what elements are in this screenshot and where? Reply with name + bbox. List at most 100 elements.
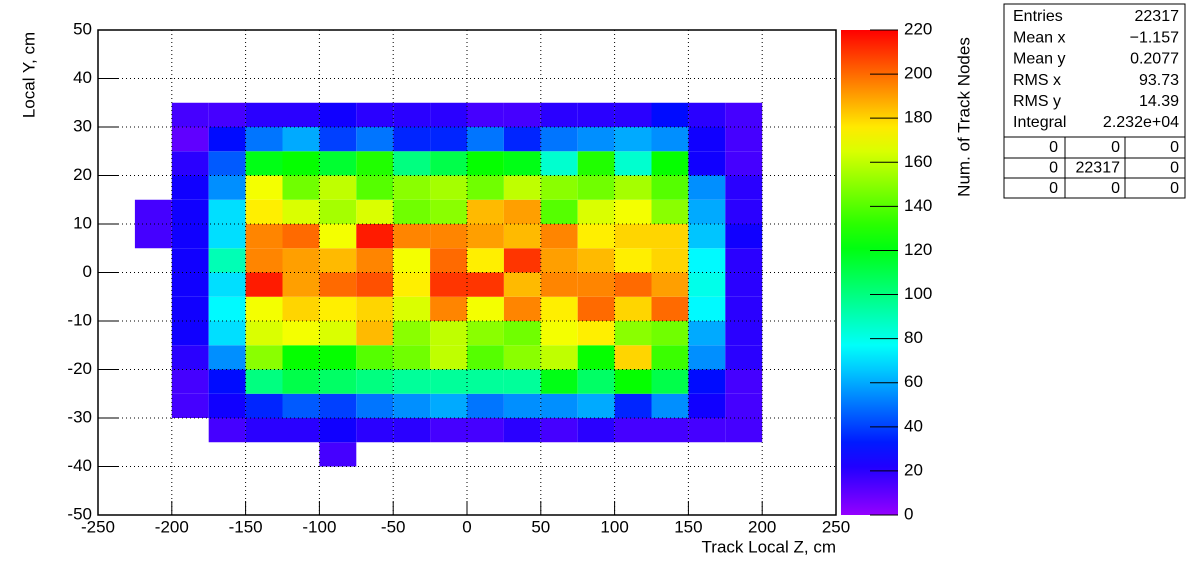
heat-cell [245,199,283,224]
heat-cell [393,321,431,346]
z-tick-label: 160 [904,152,932,171]
heat-cell [356,248,394,273]
heat-cell [651,175,689,200]
heat-cell [614,345,652,370]
heat-cell [208,199,246,224]
heat-cell [725,224,763,249]
heat-cell [282,127,320,152]
heat-cell [245,418,283,443]
heat-cell [614,151,652,176]
x-tick-label: -250 [81,517,115,536]
heat-cell [503,321,541,346]
heat-cell [651,272,689,297]
heat-cell [540,151,578,176]
heat-cell [688,224,726,249]
heat-cell [319,199,357,224]
heat-cell [208,102,246,127]
heat-cell [651,102,689,127]
heat-cell [430,418,467,443]
z-tick-label: 60 [904,372,923,391]
heat-cell [171,248,209,273]
x-tick-label: 50 [531,517,550,536]
heat-cell [282,248,320,273]
heat-cell [282,151,320,176]
heat-cell [393,248,431,273]
heat-cell [725,175,763,200]
heat-cell [467,272,504,297]
stats-label: Mean x [1013,29,1065,46]
heat-cell [540,224,578,249]
overflow-cell: 0 [1170,139,1179,156]
heat-cell [245,175,283,200]
heat-cell [245,272,283,297]
heat-cell [282,175,320,200]
y-tick-label: 10 [73,213,92,232]
heat-cell [503,224,541,249]
stats-label: RMS x [1013,72,1061,89]
heat-cell [171,127,209,152]
y-tick-label: -20 [67,359,92,378]
overflow-cell: 0 [1111,139,1120,156]
heat-cell [540,418,578,443]
overflow-cell: 0 [1049,180,1058,197]
z-tick-label: 200 [904,64,932,83]
z-tick-label: 180 [904,108,932,127]
heat-cell [577,321,615,346]
heat-cell [171,224,209,249]
x-tick-label: 150 [674,517,702,536]
stats-box [1003,3,1186,199]
x-tick-label: 0 [462,517,471,536]
heat-cell [467,248,504,273]
stats-value: 93.73 [1139,72,1179,89]
heat-cell [393,199,431,224]
heat-cell [171,175,209,200]
overflow-cell: 0 [1170,160,1179,177]
z-tick-label: 80 [904,328,923,347]
heat-cell [540,393,578,418]
heat-cell [540,127,578,152]
heat-cell [688,345,726,370]
heat-cell [614,393,652,418]
heat-cell [467,296,504,321]
overflow-cell: 0 [1049,139,1058,156]
heat-cell [430,248,467,273]
heat-cell [208,224,246,249]
heat-cell [245,151,283,176]
heat-cell [319,127,357,152]
heat-cell [356,175,394,200]
heat-cell [319,442,357,467]
heat-cell [171,272,209,297]
heat-cell [393,175,431,200]
heat-cell [503,127,541,152]
heat-cell [393,345,431,370]
heat-cell [356,369,394,394]
heat-cell [430,151,467,176]
heat-cell [503,345,541,370]
x-tick-label: 250 [822,517,850,536]
heat-cell [725,296,763,321]
heat-cell [393,151,431,176]
heat-cell [282,369,320,394]
heat-cell [577,345,615,370]
heat-cell [651,321,689,346]
heat-cell [171,321,209,346]
heat-cell [725,345,763,370]
heat-cell [688,296,726,321]
heat-cell [540,272,578,297]
heat-cell [467,393,504,418]
heat-cell [134,199,172,224]
heat-cell [467,127,504,152]
heat-cell [540,175,578,200]
heat-cell [393,369,431,394]
heat-cell [282,321,320,346]
heat-cell [614,296,652,321]
heat-cell [725,102,763,127]
heat-cell [171,369,209,394]
heat-cell [245,248,283,273]
x-tick-label: -50 [381,517,406,536]
heat-cell [467,224,504,249]
heat-cell [725,248,763,273]
heat-cell [725,127,763,152]
heat-cell [614,321,652,346]
heat-cell [171,296,209,321]
